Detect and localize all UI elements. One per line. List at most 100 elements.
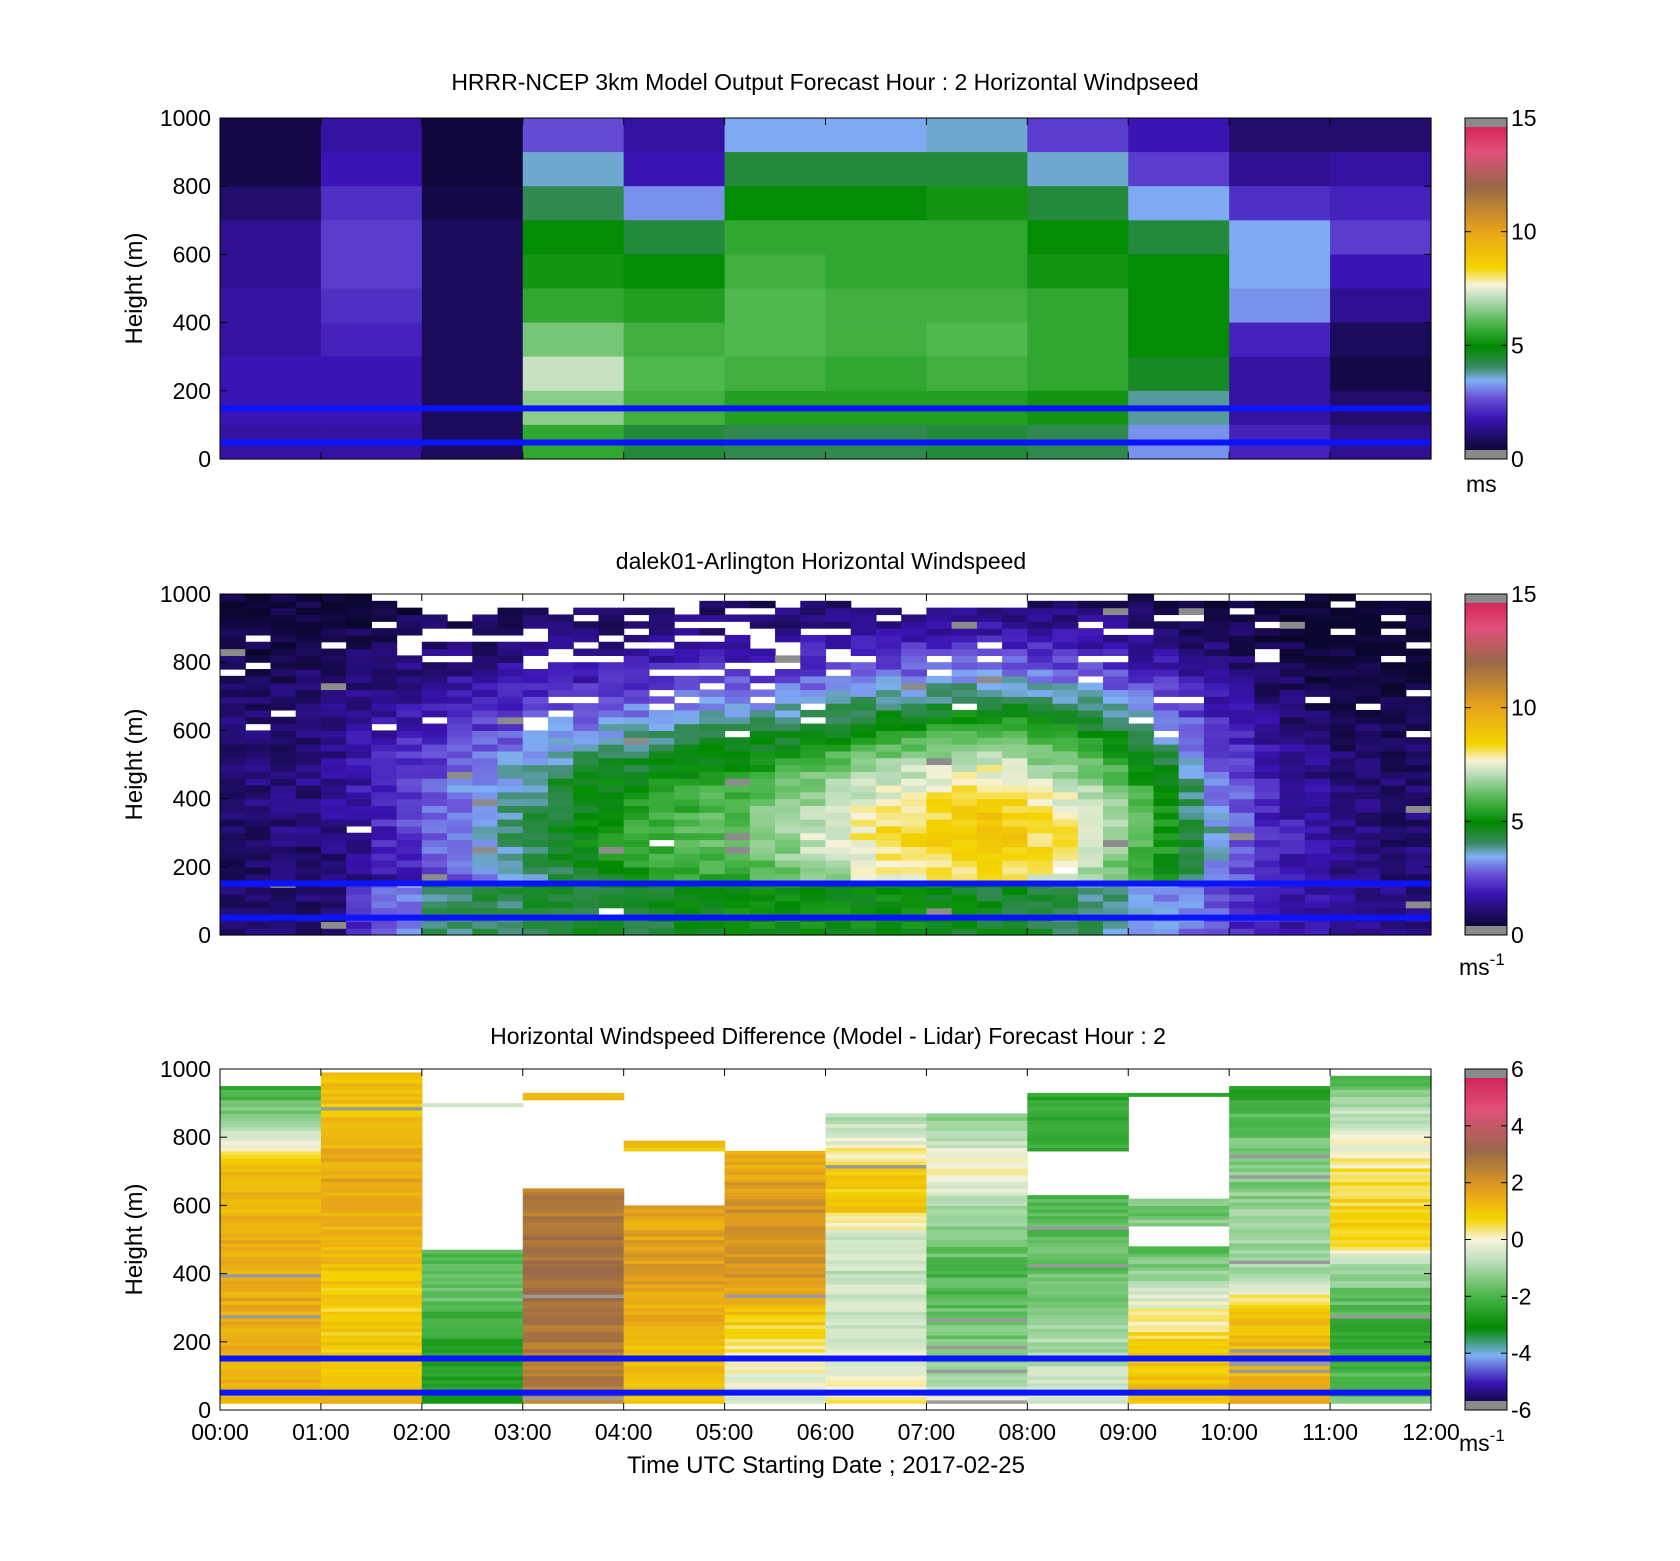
difference-cell (320, 1171, 423, 1176)
lidar-gate (800, 846, 827, 854)
lidar-gate (775, 846, 801, 854)
difference-cell (825, 1126, 928, 1131)
difference-cell (320, 1352, 423, 1357)
model-cell (220, 288, 322, 324)
lidar-gate (1077, 682, 1104, 691)
lidar-gate (497, 641, 524, 650)
difference-cell (522, 1382, 625, 1387)
lidar-gate (497, 669, 524, 677)
lidar-gate (1203, 641, 1230, 650)
difference-cell (522, 1334, 625, 1339)
lidar-gate (1027, 648, 1054, 656)
lidar-gate (775, 764, 801, 772)
difference-cell (724, 1321, 827, 1326)
difference-cell (320, 1116, 423, 1121)
difference-cell (623, 1317, 726, 1322)
colorbar-tick-label: -2 (1511, 1283, 1531, 1309)
lidar-gate (396, 655, 423, 663)
lidar-gate (699, 887, 726, 895)
difference-cell (1229, 1277, 1331, 1282)
lidar-gate (346, 907, 372, 916)
lidar-gate (598, 853, 625, 861)
lidar-gate (674, 921, 700, 929)
difference-cell (926, 1239, 1028, 1244)
difference-cell (1027, 1379, 1129, 1384)
lidar-gate (1355, 607, 1382, 616)
lidar-gate (1203, 689, 1230, 697)
lidar-gate (1128, 641, 1155, 650)
lidar-gate (497, 921, 524, 929)
lidar-gate (1103, 839, 1129, 847)
difference-cell (1229, 1222, 1331, 1227)
lidar-gate (547, 778, 574, 786)
lidar-gate (220, 853, 246, 861)
lidar-gate (648, 682, 675, 691)
lidar-gate (1178, 873, 1205, 882)
lidar-gate (875, 621, 902, 629)
lidar-gate (1203, 859, 1230, 868)
difference-cell (825, 1144, 928, 1149)
lidar-gate (775, 607, 801, 616)
lidar-gate (245, 784, 272, 793)
lidar-gate (522, 921, 549, 929)
difference-cell (1229, 1382, 1331, 1387)
lidar-gate (1203, 805, 1230, 813)
difference-cell (522, 1259, 625, 1264)
lidar-gate (1330, 675, 1356, 684)
lidar-gate (497, 750, 524, 759)
difference-cell (522, 1263, 625, 1268)
lidar-gate (1229, 716, 1255, 725)
lidar-gate (220, 682, 246, 691)
lidar-gate (1380, 716, 1407, 725)
lidar-gate (547, 764, 574, 772)
lidar-gate (1279, 812, 1306, 820)
difference-cell (724, 1246, 827, 1251)
lidar-gate (648, 812, 675, 820)
lidar-gate (775, 928, 801, 936)
lidar-gate (1279, 600, 1306, 609)
difference-cell (522, 1386, 625, 1391)
lidar-gate (320, 832, 347, 841)
difference-cell (220, 1399, 322, 1404)
x-tick-label: 09:00 (1099, 1419, 1157, 1445)
lidar-gate (1153, 894, 1180, 902)
lidar-gate (1229, 784, 1255, 793)
lidar-gate (1229, 907, 1255, 916)
difference-cell (1330, 1266, 1432, 1271)
lidar-gate (1128, 682, 1155, 691)
lidar-gate (573, 866, 600, 875)
lidar-gate (1128, 805, 1155, 813)
lidar-gate (421, 887, 448, 895)
lidar-gate (1330, 859, 1356, 868)
difference-cell (421, 1287, 524, 1292)
lidar-gate (1304, 716, 1331, 725)
lidar-gate (775, 669, 801, 677)
lidar-gate (447, 907, 473, 916)
difference-cell (220, 1181, 322, 1186)
lidar-gate (623, 907, 650, 916)
lidar-gate (825, 744, 852, 752)
lidar-gate (1203, 750, 1230, 759)
lidar-gate (901, 791, 928, 800)
lidar-gate (1203, 737, 1230, 745)
difference-cell (926, 1150, 1028, 1155)
lidar-gate (724, 846, 751, 854)
lidar-gate (699, 737, 726, 745)
lidar-gate (699, 764, 726, 772)
difference-cell (320, 1379, 423, 1384)
lidar-gate (926, 819, 953, 827)
lidar-gate (598, 921, 625, 929)
difference-cell (1229, 1396, 1331, 1401)
colorbar-tick-label: 10 (1511, 219, 1537, 245)
lidar-gate (926, 641, 953, 650)
difference-cell (522, 1188, 625, 1193)
lidar-gate (1103, 607, 1129, 616)
difference-cell (1330, 1386, 1432, 1391)
difference-cell (1330, 1297, 1432, 1302)
difference-cell (1027, 1256, 1129, 1261)
difference-cell (220, 1328, 322, 1333)
lidar-gate (901, 805, 928, 813)
difference-cell (1128, 1246, 1230, 1251)
lidar-gate (926, 757, 953, 766)
lidar-gate (901, 689, 928, 697)
